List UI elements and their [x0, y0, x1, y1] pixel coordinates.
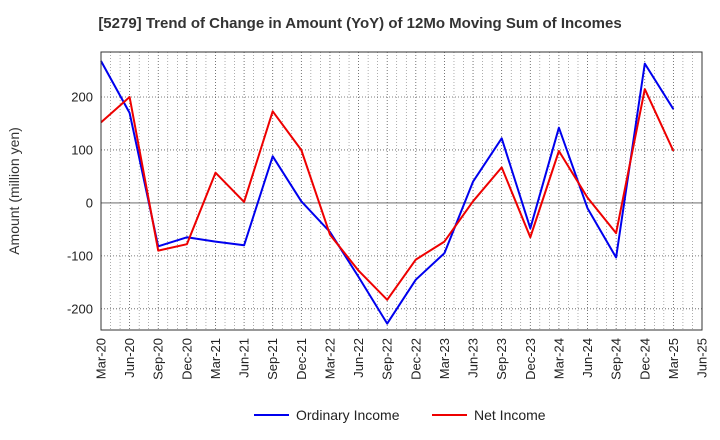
x-tick-label: Dec-24	[637, 338, 652, 380]
series-lines	[100, 60, 675, 325]
y-axis-label: Amount (million yen)	[6, 127, 22, 255]
x-tick-label: Sep-24	[609, 338, 624, 380]
x-tick-label: Mar-25	[666, 338, 681, 379]
y-tick-label: -200	[67, 301, 93, 316]
x-tick-label: Jun-25	[695, 338, 710, 378]
x-tick-label: Jun-21	[237, 338, 252, 378]
legend-label: Ordinary Income	[296, 407, 400, 423]
x-tick-label: Mar-22	[322, 338, 337, 379]
x-tick-labels: Mar-20 Jun-20 Sep-20 Dec-20 Mar-21 Jun-21 Sep-…	[94, 338, 710, 380]
y-tick-label: 200	[71, 90, 93, 105]
x-tick-label: Jun-20	[122, 338, 137, 378]
plot-frame	[100, 51, 703, 331]
x-tick-label: Dec-23	[523, 338, 538, 380]
x-tick-label: Mar-24	[551, 338, 566, 379]
x-tick-label: Sep-22	[380, 338, 395, 380]
y-tick-label: 100	[71, 142, 93, 157]
series-line-net-income	[100, 88, 675, 301]
x-tick-label: Dec-22	[408, 338, 423, 380]
x-tick-label: Mar-21	[208, 338, 223, 379]
x-tick-label: Mar-23	[437, 338, 452, 379]
x-tick-label: Sep-20	[151, 338, 166, 380]
legend-label: Net Income	[474, 407, 546, 423]
x-tick-label: Sep-23	[494, 338, 509, 380]
grid	[100, 52, 703, 330]
x-tick-label: Jun-22	[351, 338, 366, 378]
x-tick-label: Jun-23	[466, 338, 481, 378]
x-tick-label: Sep-21	[265, 338, 280, 380]
x-tick-label: Dec-20	[179, 338, 194, 380]
x-tick-label: Mar-20	[94, 338, 109, 379]
x-tick-label: Dec-21	[294, 338, 309, 380]
x-tick-label: Jun-24	[580, 338, 595, 378]
y-tick-label: 0	[86, 195, 93, 210]
y-tick-label: -100	[67, 248, 93, 263]
y-tick-labels: -200 -100 0 100 200	[67, 90, 93, 317]
chart-title: [5279] Trend of Change in Amount (YoY) o…	[98, 15, 622, 32]
legend: Ordinary Income Net Income	[254, 407, 546, 423]
